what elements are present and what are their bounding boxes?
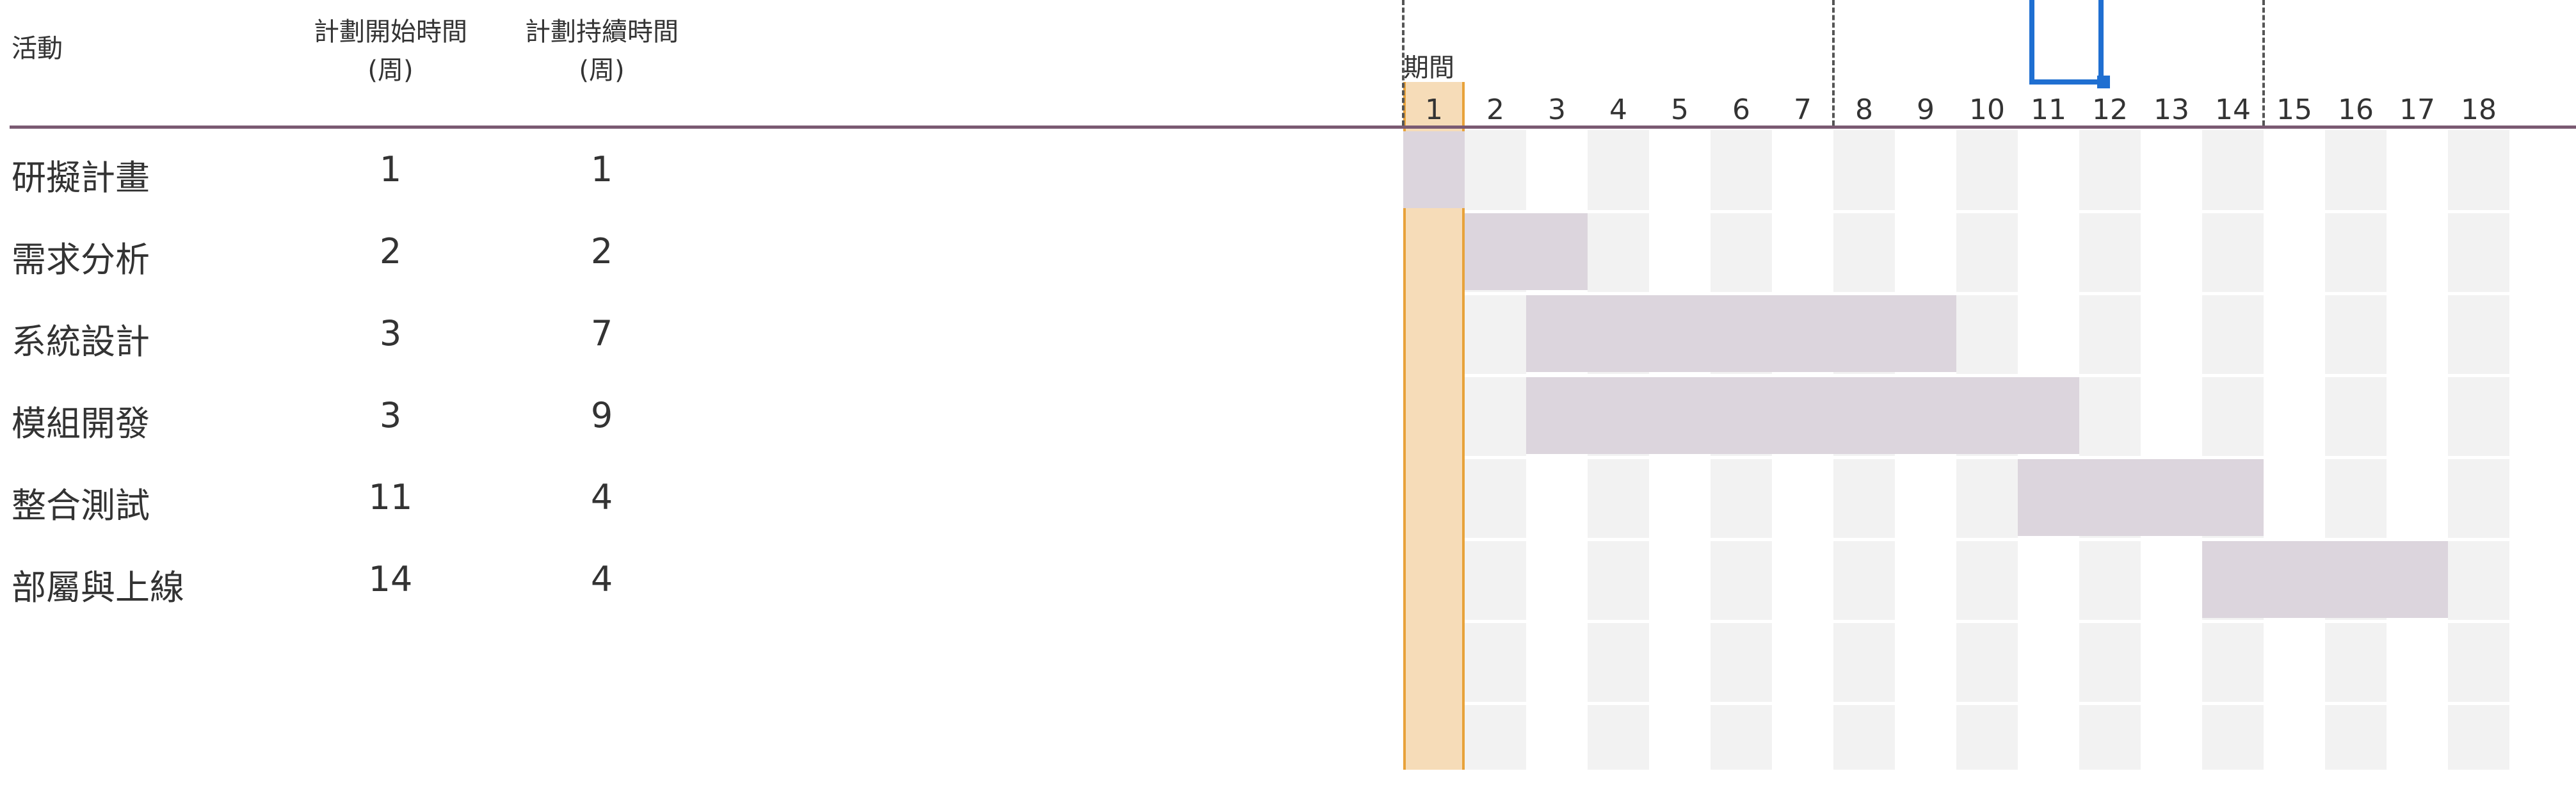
period-number[interactable]: 10	[1969, 93, 2005, 126]
period-number[interactable]: 9	[1917, 93, 1935, 126]
plan-start-value[interactable]: 1	[379, 149, 402, 190]
row-separator	[1403, 702, 2509, 705]
period-number[interactable]: 1	[1425, 93, 1443, 126]
plan-bar[interactable]	[1526, 295, 1956, 372]
header-plan-start[interactable]: 計劃開始時間 (周)	[294, 13, 487, 90]
header-period-label: 期間	[1403, 53, 1454, 83]
plan-bar[interactable]	[1403, 131, 1465, 208]
selected-cell[interactable]	[2029, 0, 2104, 85]
plan-duration-value[interactable]: 4	[590, 559, 613, 599]
period-number[interactable]: 14	[2215, 93, 2251, 126]
period-number[interactable]: 15	[2276, 93, 2312, 126]
period-number[interactable]: 4	[1609, 93, 1627, 126]
row-separator	[1403, 210, 2509, 213]
header-plan-duration-unit: (周)	[579, 56, 625, 85]
period-number[interactable]: 12	[2092, 93, 2128, 126]
plan-start-value[interactable]: 14	[368, 559, 413, 599]
period-number[interactable]: 5	[1671, 93, 1689, 126]
header-plan-start-unit: (周)	[367, 56, 414, 85]
period-number[interactable]: 16	[2338, 93, 2374, 126]
period-number[interactable]: 6	[1732, 93, 1750, 126]
activity-name[interactable]: 模組開發	[12, 403, 150, 444]
row-separator	[1403, 292, 2509, 295]
plan-duration-value[interactable]: 4	[590, 477, 613, 517]
row-separator	[1403, 620, 2509, 623]
period-column	[2202, 130, 2264, 770]
header-activity[interactable]: 活動	[12, 29, 63, 68]
period-column	[2448, 130, 2509, 770]
row-separator	[1403, 374, 2509, 377]
activity-name[interactable]: 研擬計畫	[12, 158, 150, 198]
period-number[interactable]: 8	[1855, 93, 1873, 126]
header-plan-start-label: 計劃開始時間	[314, 17, 467, 47]
plan-bar[interactable]	[2202, 541, 2448, 618]
plan-start-value[interactable]: 3	[379, 313, 402, 353]
period-column	[2079, 130, 2141, 770]
period-boundary-line	[2262, 0, 2265, 126]
period-number[interactable]: 17	[2399, 93, 2435, 126]
header-period[interactable]: 期間	[1403, 49, 1454, 87]
period-column	[2325, 130, 2387, 770]
plan-start-value[interactable]: 2	[379, 231, 402, 272]
fill-handle[interactable]	[2097, 76, 2110, 88]
period-number[interactable]: 11	[2031, 93, 2066, 126]
row-separator	[1403, 538, 2509, 541]
period-number[interactable]: 2	[1486, 93, 1504, 126]
plan-duration-value[interactable]: 9	[590, 395, 613, 435]
plan-bar[interactable]	[1526, 377, 2079, 454]
header-activity-label: 活動	[12, 34, 63, 63]
plan-bar[interactable]	[2018, 459, 2264, 536]
plan-duration-value[interactable]: 1	[590, 149, 613, 190]
header-divider	[10, 126, 2576, 129]
activity-name[interactable]: 部屬與上線	[12, 567, 184, 608]
plan-start-value[interactable]: 11	[368, 477, 413, 517]
gantt-sheet: 活動 計劃開始時間 (周) 計劃持續時間 (周) 期間 1 2 3 4 5 6 7 8 9 10 1…	[10, 0, 2576, 770]
plan-duration-value[interactable]: 7	[590, 313, 613, 353]
plan-bar[interactable]	[1465, 213, 1588, 290]
period-number[interactable]: 13	[2153, 93, 2189, 126]
header-plan-duration-label: 計劃持續時間	[525, 17, 679, 47]
period-number[interactable]: 18	[2461, 93, 2497, 126]
row-separator	[1403, 456, 2509, 459]
activity-name[interactable]: 系統設計	[12, 321, 150, 362]
activity-name[interactable]: 需求分析	[12, 239, 150, 280]
period-number[interactable]: 7	[1794, 93, 1812, 126]
period-number[interactable]: 3	[1548, 93, 1566, 126]
header-plan-duration[interactable]: 計劃持續時間 (周)	[506, 13, 698, 90]
plan-start-value[interactable]: 3	[379, 395, 402, 435]
period-boundary-line	[1402, 0, 1405, 126]
plan-duration-value[interactable]: 2	[590, 231, 613, 272]
row-separator	[1403, 784, 2509, 787]
activity-name[interactable]: 整合測試	[12, 485, 150, 526]
period-boundary-line	[1832, 0, 1835, 126]
